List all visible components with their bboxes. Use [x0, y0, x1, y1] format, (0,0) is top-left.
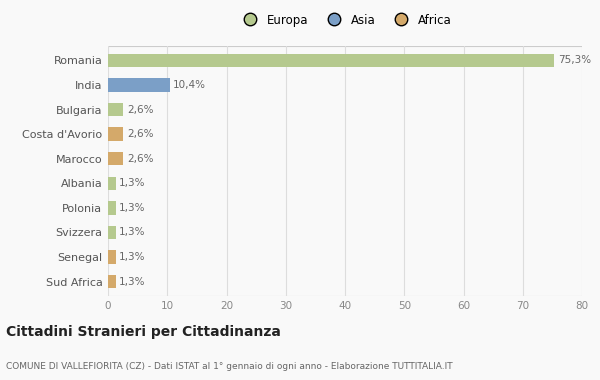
Bar — [108, 54, 554, 67]
Text: 1,3%: 1,3% — [119, 277, 146, 287]
Text: 1,3%: 1,3% — [119, 203, 146, 213]
Text: 2,6%: 2,6% — [127, 129, 154, 139]
Bar — [108, 226, 116, 239]
Text: 75,3%: 75,3% — [558, 55, 591, 65]
Bar — [108, 78, 170, 92]
Bar — [108, 275, 116, 288]
Text: 2,6%: 2,6% — [127, 154, 154, 164]
Bar — [108, 201, 116, 215]
Text: 2,6%: 2,6% — [127, 105, 154, 114]
Text: 1,3%: 1,3% — [119, 228, 146, 238]
Legend: Europa, Asia, Africa: Europa, Asia, Africa — [233, 9, 457, 31]
Text: 10,4%: 10,4% — [173, 80, 206, 90]
Text: Cittadini Stranieri per Cittadinanza: Cittadini Stranieri per Cittadinanza — [6, 325, 281, 339]
Bar — [108, 250, 116, 264]
Text: 1,3%: 1,3% — [119, 178, 146, 188]
Bar — [108, 177, 116, 190]
Bar — [108, 103, 124, 116]
Text: COMUNE DI VALLEFIORITA (CZ) - Dati ISTAT al 1° gennaio di ogni anno - Elaborazio: COMUNE DI VALLEFIORITA (CZ) - Dati ISTAT… — [6, 362, 452, 370]
Text: 1,3%: 1,3% — [119, 252, 146, 262]
Bar — [108, 152, 124, 165]
Bar — [108, 127, 124, 141]
